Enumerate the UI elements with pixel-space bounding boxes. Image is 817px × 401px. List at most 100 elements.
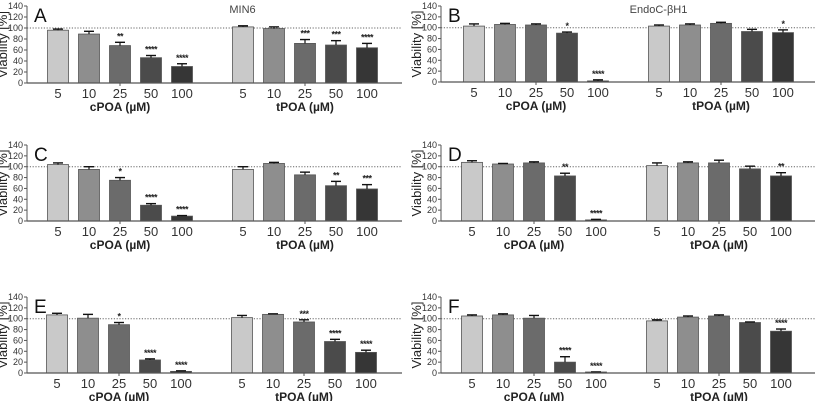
y-tick-label: 0 (432, 77, 437, 87)
bar (739, 168, 761, 222)
panel-a: 5 10 ** 25 **** 50 **** 100 cPOA (µM) 5 10 *** 25 ***… (0, 1, 402, 114)
x-tick-label: 50 (743, 224, 757, 239)
x-tick-label: 5 (239, 86, 246, 101)
x-tick-label: 100 (356, 224, 378, 239)
panel-c: 5 10 * 25 **** 50 **** 100 cPOA (µM) 5 10 25 ** 50 ***… (0, 140, 402, 252)
panel-letter: A (34, 6, 47, 27)
bar (741, 31, 763, 83)
y-tick-label: 120 (422, 12, 437, 22)
x-tick-label: 10 (267, 224, 281, 239)
x-tick-label: 100 (356, 86, 378, 101)
panel-title: MIN6 (229, 4, 255, 16)
significance-label: **** (775, 318, 788, 328)
x-tick-label: 100 (355, 376, 377, 391)
bar (325, 44, 347, 84)
x-tick-label: 25 (113, 86, 127, 101)
x-tick-label: 50 (144, 224, 158, 239)
bar (293, 321, 315, 374)
y-tick-label: 140 (422, 292, 437, 302)
y-tick-label: 100 (422, 23, 437, 33)
x-tick-label: 25 (298, 224, 312, 239)
bar (140, 57, 162, 84)
y-tick-label: 40 (427, 194, 437, 204)
significance-label: * (781, 19, 785, 29)
y-tick-label: 40 (13, 56, 23, 66)
x-tick-label: 100 (772, 85, 794, 100)
y-tick-label: 80 (427, 34, 437, 44)
significance-label: ** (562, 162, 569, 172)
y-tick-label: 0 (432, 216, 437, 226)
y-tick-label: 0 (18, 216, 23, 226)
bar (294, 43, 316, 84)
y-tick-label: 120 (422, 151, 437, 161)
y-tick-label: 100 (8, 23, 23, 33)
significance-label: **** (360, 339, 373, 349)
group-label: tPOA (µM) (692, 99, 750, 113)
y-tick-label: 120 (8, 12, 23, 22)
x-tick-label: 100 (587, 85, 609, 100)
x-tick-label: 25 (113, 224, 127, 239)
significance-label: * (565, 21, 569, 31)
y-tick-label: 80 (13, 34, 23, 44)
bar (232, 169, 254, 222)
x-tick-label: 10 (681, 376, 695, 391)
bar (78, 33, 100, 84)
x-tick-label: 100 (770, 376, 792, 391)
bar (47, 164, 69, 222)
bar (770, 175, 792, 222)
x-tick-label: 25 (527, 224, 541, 239)
panel-b: 5 10 25 * 50 **** 100 cPOA (µM) 5 10 25 50 * 100 tPOA … (409, 1, 815, 113)
x-tick-label: 10 (82, 86, 96, 101)
bar (710, 22, 732, 83)
x-tick-label: 50 (743, 376, 757, 391)
significance-label: ** (778, 162, 785, 172)
bar (109, 179, 131, 222)
bar (46, 314, 68, 374)
bar (679, 24, 701, 83)
bar (739, 322, 761, 374)
x-tick-label: 50 (143, 376, 157, 391)
bar (139, 359, 161, 374)
y-tick-label: 140 (8, 1, 23, 11)
significance-label: **** (590, 208, 603, 218)
significance-label: **** (144, 348, 157, 358)
x-tick-label: 100 (585, 224, 607, 239)
x-tick-label: 50 (328, 376, 342, 391)
bar (492, 163, 514, 222)
bar (262, 313, 284, 374)
y-tick-label: 140 (8, 292, 23, 302)
bar (461, 315, 483, 374)
significance-label: *** (331, 30, 341, 40)
y-tick-label: 0 (432, 368, 437, 378)
x-tick-label: 25 (529, 85, 543, 100)
x-tick-label: 5 (53, 376, 60, 391)
significance-label: **** (176, 53, 189, 63)
bar (523, 317, 545, 374)
x-tick-label: 100 (170, 376, 192, 391)
significance-label: *** (300, 29, 310, 39)
group-label: cPOA (µM) (506, 99, 566, 113)
x-tick-label: 50 (558, 224, 572, 239)
x-tick-label: 10 (82, 224, 96, 239)
x-tick-label: 25 (712, 224, 726, 239)
y-tick-label: 20 (13, 67, 23, 77)
significance-label: **** (559, 346, 572, 356)
bar (78, 169, 100, 222)
y-tick-label: 0 (18, 368, 23, 378)
x-tick-label: 10 (267, 86, 281, 101)
x-tick-label: 25 (298, 86, 312, 101)
bar (648, 25, 670, 83)
significance-label: **** (175, 360, 188, 370)
significance-label: **** (329, 328, 342, 338)
bar (325, 185, 347, 222)
y-axis-label: Viability [%] (0, 11, 10, 78)
x-tick-label: 100 (171, 86, 193, 101)
x-tick-label: 25 (112, 376, 126, 391)
x-tick-label: 10 (496, 376, 510, 391)
x-tick-label: 5 (239, 224, 246, 239)
group-label: cPOA (µM) (90, 238, 150, 252)
x-tick-label: 100 (770, 224, 792, 239)
bar (263, 163, 285, 222)
significance-label: ** (117, 31, 124, 41)
x-tick-label: 100 (171, 224, 193, 239)
